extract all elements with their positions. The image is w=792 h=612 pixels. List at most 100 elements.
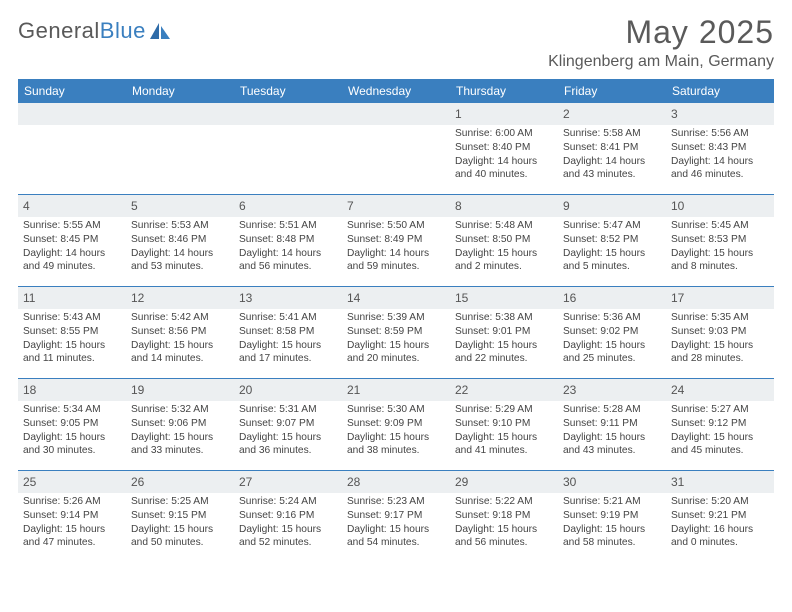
sunrise-text: Sunrise: 5:42 AM: [131, 311, 229, 325]
weekday-tuesday: Tuesday: [234, 79, 342, 103]
day-number: 17: [671, 291, 684, 305]
daynum-bar: 16: [558, 287, 666, 309]
daylight-text: Daylight: 15 hours and 43 minutes.: [563, 431, 661, 459]
sunset-text: Sunset: 9:03 PM: [671, 325, 769, 339]
daylight-text: Daylight: 14 hours and 56 minutes.: [239, 247, 337, 275]
daynum-bar: 7: [342, 195, 450, 217]
sunset-text: Sunset: 8:50 PM: [455, 233, 553, 247]
daylight-text: Daylight: 15 hours and 22 minutes.: [455, 339, 553, 367]
location-subtitle: Klingenberg am Main, Germany: [548, 53, 774, 71]
sunrise-text: Sunrise: 5:47 AM: [563, 219, 661, 233]
sunrise-text: Sunrise: 5:31 AM: [239, 403, 337, 417]
daynum-bar: 20: [234, 379, 342, 401]
daynum-bar: 9: [558, 195, 666, 217]
sunset-text: Sunset: 8:48 PM: [239, 233, 337, 247]
sunset-text: Sunset: 8:53 PM: [671, 233, 769, 247]
day-number: 3: [671, 107, 678, 121]
daynum-bar: 18: [18, 379, 126, 401]
sunrise-text: Sunrise: 5:35 AM: [671, 311, 769, 325]
daylight-text: Daylight: 15 hours and 50 minutes.: [131, 523, 229, 551]
sunset-text: Sunset: 9:05 PM: [23, 417, 121, 431]
day-details: Sunrise: 5:45 AMSunset: 8:53 PMDaylight:…: [671, 219, 769, 274]
daylight-text: Daylight: 15 hours and 20 minutes.: [347, 339, 445, 367]
daylight-text: Daylight: 14 hours and 49 minutes.: [23, 247, 121, 275]
sunrise-text: Sunrise: 5:25 AM: [131, 495, 229, 509]
calendar-cell: [234, 103, 342, 195]
day-number: 19: [131, 383, 144, 397]
calendar-cell: 31Sunrise: 5:20 AMSunset: 9:21 PMDayligh…: [666, 471, 774, 563]
sunset-text: Sunset: 8:58 PM: [239, 325, 337, 339]
sunset-text: Sunset: 9:16 PM: [239, 509, 337, 523]
title-block: May 2025 Klingenberg am Main, Germany: [548, 14, 774, 71]
day-details: Sunrise: 5:43 AMSunset: 8:55 PMDaylight:…: [23, 311, 121, 366]
sunset-text: Sunset: 9:06 PM: [131, 417, 229, 431]
sunrise-text: Sunrise: 5:41 AM: [239, 311, 337, 325]
day-details: Sunrise: 5:20 AMSunset: 9:21 PMDaylight:…: [671, 495, 769, 550]
calendar-cell: 30Sunrise: 5:21 AMSunset: 9:19 PMDayligh…: [558, 471, 666, 563]
sunrise-text: Sunrise: 5:21 AM: [563, 495, 661, 509]
calendar-cell: 8 Sunrise: 5:48 AMSunset: 8:50 PMDaylight…: [450, 195, 558, 287]
day-number: 29: [455, 475, 468, 489]
daynum-bar: 26: [126, 471, 234, 493]
sunrise-text: Sunrise: 5:36 AM: [563, 311, 661, 325]
daylight-text: Daylight: 16 hours and 0 minutes.: [671, 523, 769, 551]
day-number: 14: [347, 291, 360, 305]
daynum-bar: 31: [666, 471, 774, 493]
day-number: 8: [455, 199, 462, 213]
sunset-text: Sunset: 8:52 PM: [563, 233, 661, 247]
calendar-cell: 29Sunrise: 5:22 AMSunset: 9:18 PMDayligh…: [450, 471, 558, 563]
day-number: 13: [239, 291, 252, 305]
sunrise-text: Sunrise: 5:39 AM: [347, 311, 445, 325]
daynum-bar: 17: [666, 287, 774, 309]
calendar-cell: [18, 103, 126, 195]
daynum-bar-empty: [342, 103, 450, 125]
daynum-bar: 1: [450, 103, 558, 125]
daylight-text: Daylight: 15 hours and 54 minutes.: [347, 523, 445, 551]
day-details: Sunrise: 5:41 AMSunset: 8:58 PMDaylight:…: [239, 311, 337, 366]
sunrise-text: Sunrise: 5:43 AM: [23, 311, 121, 325]
weekday-thursday: Thursday: [450, 79, 558, 103]
sunset-text: Sunset: 9:14 PM: [23, 509, 121, 523]
calendar-cell: 21Sunrise: 5:30 AMSunset: 9:09 PMDayligh…: [342, 379, 450, 471]
sunrise-text: Sunrise: 5:20 AM: [671, 495, 769, 509]
day-details: Sunrise: 5:58 AMSunset: 8:41 PMDaylight:…: [563, 127, 661, 182]
day-details: Sunrise: 5:39 AMSunset: 8:59 PMDaylight:…: [347, 311, 445, 366]
day-details: Sunrise: 5:42 AMSunset: 8:56 PMDaylight:…: [131, 311, 229, 366]
calendar-cell: 16 Sunrise: 5:36 AMSunset: 9:02 PMDayligh…: [558, 287, 666, 379]
daynum-bar: 28: [342, 471, 450, 493]
logo-word-1: General: [18, 18, 100, 43]
daynum-bar: 11: [18, 287, 126, 309]
daynum-bar: 10: [666, 195, 774, 217]
weekday-wednesday: Wednesday: [342, 79, 450, 103]
day-number: 16: [563, 291, 576, 305]
day-details: Sunrise: 5:36 AMSunset: 9:02 PMDaylight:…: [563, 311, 661, 366]
day-number: 26: [131, 475, 144, 489]
calendar-cell: 22Sunrise: 5:29 AMSunset: 9:10 PMDayligh…: [450, 379, 558, 471]
calendar-cell: [342, 103, 450, 195]
daynum-bar: 22: [450, 379, 558, 401]
sunrise-text: Sunrise: 5:23 AM: [347, 495, 445, 509]
daynum-bar: 19: [126, 379, 234, 401]
sunset-text: Sunset: 9:07 PM: [239, 417, 337, 431]
daylight-text: Daylight: 15 hours and 33 minutes.: [131, 431, 229, 459]
calendar-cell: 20Sunrise: 5:31 AMSunset: 9:07 PMDayligh…: [234, 379, 342, 471]
sunrise-text: Sunrise: 5:38 AM: [455, 311, 553, 325]
day-details: Sunrise: 5:48 AMSunset: 8:50 PMDaylight:…: [455, 219, 553, 274]
day-number: 2: [563, 107, 570, 121]
day-details: Sunrise: 5:27 AMSunset: 9:12 PMDaylight:…: [671, 403, 769, 458]
day-number: 18: [23, 383, 36, 397]
calendar-grid: 1Sunrise: 6:00 AMSunset: 8:40 PMDaylight…: [18, 103, 774, 563]
sunset-text: Sunset: 9:01 PM: [455, 325, 553, 339]
daynum-bar: 4: [18, 195, 126, 217]
calendar-cell: 11Sunrise: 5:43 AMSunset: 8:55 PMDayligh…: [18, 287, 126, 379]
calendar-cell: 24Sunrise: 5:27 AMSunset: 9:12 PMDayligh…: [666, 379, 774, 471]
daynum-bar: 2: [558, 103, 666, 125]
daynum-bar: 13: [234, 287, 342, 309]
sunset-text: Sunset: 9:09 PM: [347, 417, 445, 431]
daynum-bar: 30: [558, 471, 666, 493]
day-details: Sunrise: 5:38 AMSunset: 9:01 PMDaylight:…: [455, 311, 553, 366]
daynum-bar: 3: [666, 103, 774, 125]
sunset-text: Sunset: 8:41 PM: [563, 141, 661, 155]
sunrise-text: Sunrise: 5:26 AM: [23, 495, 121, 509]
daylight-text: Daylight: 15 hours and 52 minutes.: [239, 523, 337, 551]
